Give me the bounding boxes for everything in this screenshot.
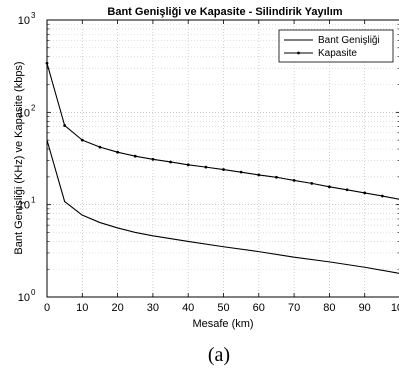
y-tick-exponent: 3 xyxy=(31,11,36,20)
x-tick-label: 40 xyxy=(182,302,194,314)
series-layer xyxy=(45,61,399,274)
legend-box xyxy=(278,29,394,63)
data-point-kapasite xyxy=(222,168,225,171)
data-point-kapasite xyxy=(98,145,102,149)
x-axis-label: Mesafe (km) xyxy=(192,318,253,330)
y-tick-label: 10 xyxy=(18,292,30,304)
legend: Bant Genişliği Kapasite xyxy=(278,29,394,63)
x-tick-label: 0 xyxy=(44,302,50,314)
legend-label-bant-genisligi: Bant Genişliği xyxy=(318,35,380,46)
y-tick-exponent: 1 xyxy=(31,196,36,205)
y-tick-label: 10 xyxy=(18,200,30,212)
y-tick-label: 10 xyxy=(18,15,30,27)
data-point-kapasite xyxy=(380,194,384,198)
y-tick-label: 10 xyxy=(18,107,30,119)
series-line-kapasite xyxy=(46,63,399,200)
y-tick-exponent: 0 xyxy=(31,288,36,297)
x-tick-label: 100 xyxy=(391,302,399,314)
chart-title: Bant Genişliği ve Kapasite - Silindirik … xyxy=(107,6,342,18)
x-tick-labels: 0 10 20 30 40 50 60 70 80 90 100 xyxy=(44,20,399,314)
data-point-kapasite xyxy=(151,157,155,161)
x-tick-label: 70 xyxy=(288,302,300,314)
x-tick-label: 60 xyxy=(253,302,265,314)
data-point-kapasite xyxy=(133,154,137,158)
data-point-kapasite xyxy=(363,191,367,195)
data-point-kapasite xyxy=(239,170,243,174)
data-point-kapasite xyxy=(345,188,349,192)
data-point-kapasite xyxy=(257,173,261,177)
legend-marker-kapasite xyxy=(297,51,300,55)
x-tick-label: 30 xyxy=(147,302,159,314)
x-tick-label: 80 xyxy=(323,302,335,314)
legend-label-kapasite: Kapasite xyxy=(318,48,357,59)
data-point-kapasite xyxy=(116,150,119,154)
series-line-bant-geni-li-i xyxy=(46,139,399,274)
y-tick-exponent: 2 xyxy=(31,103,36,112)
x-tick-label: 90 xyxy=(359,302,371,314)
figure-caption: (a) xyxy=(208,344,230,366)
data-point-kapasite xyxy=(275,175,278,179)
y-axis-label: Bant Genişliği (KHz) ve Kapasite (kbps) xyxy=(13,61,25,254)
data-point-kapasite xyxy=(169,160,172,164)
data-point-kapasite xyxy=(292,179,296,182)
x-tick-label: 10 xyxy=(76,302,88,314)
data-point-kapasite xyxy=(310,181,314,185)
data-point-kapasite xyxy=(63,124,67,127)
data-point-kapasite xyxy=(328,185,331,189)
data-point-kapasite xyxy=(80,138,84,142)
x-tick-label: 50 xyxy=(217,302,229,314)
x-tick-label: 20 xyxy=(111,302,123,314)
data-point-kapasite xyxy=(186,163,190,167)
data-point-kapasite xyxy=(204,165,208,169)
